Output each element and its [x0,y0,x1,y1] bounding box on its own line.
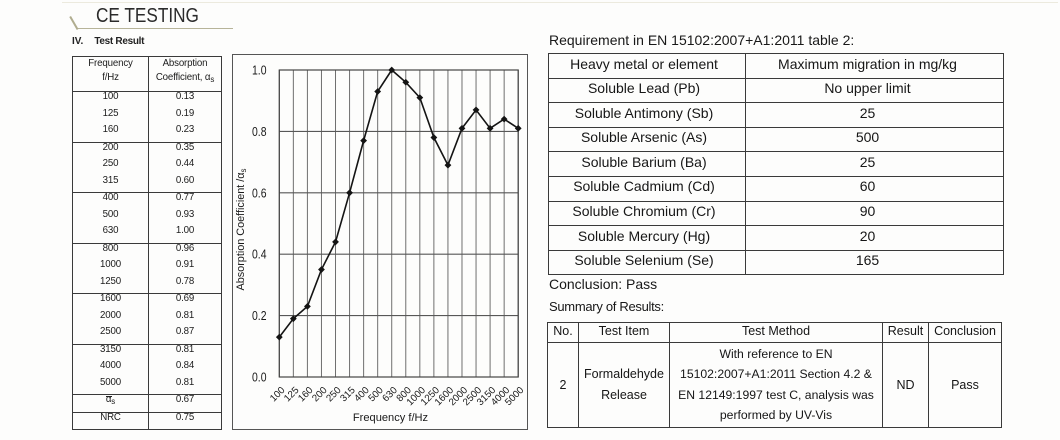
svg-text:Frequency f/Hz: Frequency f/Hz [353,412,428,424]
svg-text:1.0: 1.0 [252,63,267,78]
svg-text:0.0: 0.0 [252,370,267,385]
svg-text:0.4: 0.4 [252,247,267,262]
svg-text:0.6: 0.6 [252,185,267,200]
svg-text:0.8: 0.8 [252,124,267,139]
svg-text:0.2: 0.2 [252,308,267,323]
svg-text:Absorption Coefficient /αs: Absorption Coefficient /αs [235,169,248,291]
